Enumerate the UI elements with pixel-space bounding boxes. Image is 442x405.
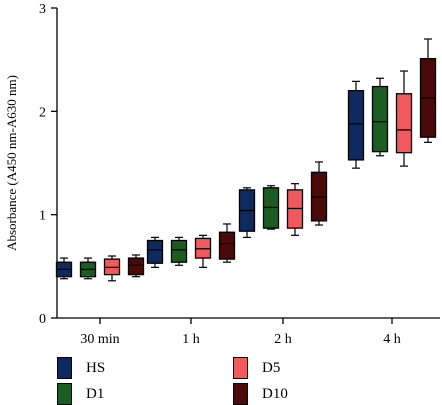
box-d5: [194, 234, 212, 268]
box-d10: [127, 254, 145, 278]
box-d10: [310, 161, 328, 226]
box-iqr: [127, 257, 145, 276]
box-iqr: [218, 231, 236, 260]
x-tick-label: 4 h: [383, 332, 401, 347]
y-axis-title: Absorbance (A450 nm-A630 nm): [4, 75, 19, 251]
box-d1: [371, 77, 389, 157]
y-tick-label: 3: [39, 2, 46, 17]
box-d10: [419, 38, 437, 143]
box-hs: [55, 257, 73, 280]
box-hs: [146, 236, 164, 268]
box-iqr: [146, 239, 164, 264]
axes: 0 1 2 3 30 min 1 h 2 h 4 h: [39, 2, 440, 347]
box-iqr: [347, 90, 365, 161]
box-d10: [218, 223, 236, 263]
x-tick-label: 30 min: [80, 332, 119, 347]
box-iqr: [395, 93, 413, 154]
box-iqr: [170, 239, 188, 263]
box-series: [55, 38, 437, 282]
y-tick-label: 0: [39, 312, 46, 327]
box-d1: [170, 236, 188, 266]
box-d5: [286, 183, 304, 236]
box-d1: [262, 185, 280, 230]
box-iqr: [371, 85, 389, 153]
box-hs: [347, 80, 365, 169]
x-tick-label: 2 h: [274, 332, 292, 347]
box-d5: [395, 70, 413, 167]
x-tick-label: 1 h: [182, 332, 200, 347]
box-d1: [79, 257, 97, 280]
box-d5: [103, 255, 121, 282]
y-tick-label: 2: [39, 105, 46, 120]
box-hs: [238, 187, 256, 238]
y-tick-label: 1: [39, 209, 46, 224]
